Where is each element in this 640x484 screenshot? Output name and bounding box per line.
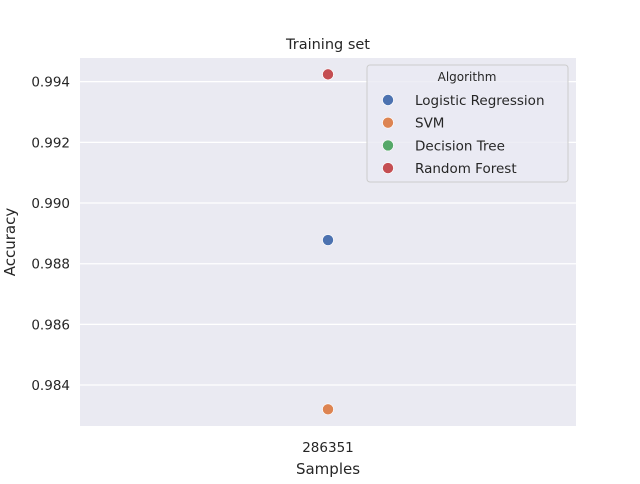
y-axis-label: Accuracy	[1, 208, 19, 277]
y-tick-label: 0.986	[31, 317, 70, 333]
data-point	[322, 68, 334, 81]
x-tick-label: 286351	[302, 440, 354, 456]
y-tick-label: 0.992	[31, 135, 70, 151]
y-tick-label: 0.988	[31, 257, 70, 273]
legend-marker	[382, 94, 394, 106]
x-axis-label: Samples	[296, 460, 360, 478]
y-axis-ticks: 0.984 0.986 0.988 0.990 0.992 0.994	[31, 75, 70, 394]
legend-items: Logistic Regression SVM Decision Tree Rando…	[382, 93, 545, 177]
legend-label: Random Forest	[415, 161, 517, 177]
legend-marker	[382, 162, 394, 174]
legend-box	[366, 64, 569, 183]
legend-label: Logistic Regression	[415, 93, 545, 109]
legend-title: Algorithm	[438, 70, 497, 84]
x-axis-ticks: 286351	[302, 440, 354, 456]
data-point	[322, 234, 334, 246]
chart-title: Training set	[285, 37, 370, 53]
legend-label: Decision Tree	[415, 138, 505, 154]
y-tick-label: 0.994	[31, 75, 70, 91]
data-point	[322, 403, 334, 416]
y-tick-label: 0.990	[31, 196, 70, 212]
legend: Algorithm Logistic Regression SVM Decision…	[366, 64, 569, 183]
data-points	[322, 68, 334, 416]
legend-marker	[382, 116, 394, 129]
legend-label: SVM	[415, 116, 444, 132]
y-tick-label: 0.984	[31, 378, 70, 394]
legend-marker	[382, 139, 394, 152]
